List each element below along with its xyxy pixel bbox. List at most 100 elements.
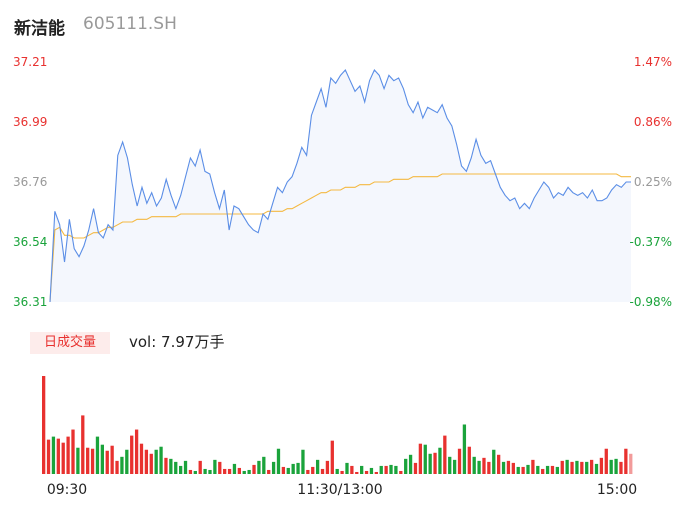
volume-bar (311, 466, 315, 474)
volume-bar (467, 446, 471, 474)
volume-bar (198, 460, 202, 474)
volume-bar (227, 468, 232, 474)
volume-bar (208, 469, 212, 474)
percent-tick-label: 0.86% (634, 115, 672, 129)
volume-bar (203, 468, 207, 474)
percent-tick-label: -0.37% (630, 235, 672, 249)
volume-bar (531, 459, 535, 474)
volume-bar (242, 470, 246, 474)
volume-bar (452, 459, 457, 474)
volume-bar (213, 459, 217, 474)
volume-bar (506, 460, 511, 474)
volume-bar (614, 458, 618, 474)
volume-bar (501, 461, 506, 474)
volume-bar (159, 446, 163, 474)
volume-bar (364, 470, 369, 474)
volume-bar (154, 449, 158, 474)
volume-bar (423, 444, 427, 474)
volume-tag[interactable]: 日成交量 (30, 332, 110, 354)
volume-bar (252, 464, 256, 474)
volume-bar (340, 470, 344, 474)
volume-bar (545, 465, 550, 474)
volume-bar (134, 429, 139, 474)
volume-bar (306, 469, 310, 474)
price-tick-label: 36.76 (13, 175, 47, 189)
volume-bar (223, 468, 227, 474)
volume-bar (541, 468, 545, 474)
volume-bar (193, 470, 197, 474)
volume-bar (526, 464, 530, 474)
volume-bar (110, 445, 114, 474)
average-price-line (49, 173, 631, 303)
volume-bar (428, 453, 432, 474)
volume-bar (42, 376, 46, 474)
volume-bar (144, 449, 149, 474)
volume-bar (130, 435, 134, 474)
price-area (50, 70, 631, 302)
volume-bar (66, 436, 70, 474)
volume-bar (619, 461, 623, 474)
volume-bar (497, 454, 501, 474)
volume-bar (580, 461, 584, 474)
volume-bar (418, 443, 423, 474)
stock-code: 605111.SH (83, 14, 177, 34)
volume-bar (183, 460, 188, 474)
time-axis-label: 09:30 (47, 482, 87, 498)
price-panel (49, 69, 631, 303)
volume-bar (267, 469, 271, 474)
volume-bar (589, 459, 594, 474)
volume-bar (271, 461, 276, 474)
volume-bar (81, 415, 85, 474)
volume-bar (247, 469, 251, 474)
volume-bar (257, 460, 261, 474)
price-tick-label: 36.99 (13, 115, 47, 129)
volume-bar (433, 452, 437, 474)
volume-bar (100, 444, 104, 474)
axis-labels: 37.21 36.99 36.76 36.54 36.31 1.47% 0.86% 0.25%… (13, 55, 672, 498)
volume-bar (379, 465, 383, 474)
volume-bar (624, 448, 628, 474)
volume-bar (296, 462, 300, 474)
volume-bar (492, 449, 496, 474)
volume-bar (125, 449, 129, 474)
volume-bar (237, 467, 241, 474)
volume-bar (350, 465, 354, 474)
volume-bar (438, 447, 442, 474)
volume-bar (404, 458, 408, 474)
volume-bar (521, 466, 525, 474)
volume-bar (218, 461, 222, 474)
volume-bar (95, 436, 100, 474)
volume-bar (330, 440, 334, 474)
volume-bar (105, 450, 109, 474)
volume-bar (61, 442, 65, 474)
volume-bar (291, 463, 295, 474)
volume-bar (360, 465, 364, 474)
volume-bar (599, 457, 604, 474)
volume-bar (374, 471, 378, 474)
volume-bar (482, 457, 486, 474)
volume-bar (120, 456, 124, 474)
volume-bar (511, 462, 515, 474)
volume-bar (550, 465, 555, 474)
volume-bar (86, 447, 90, 474)
volume-panel (42, 376, 633, 474)
volume-bar (594, 463, 599, 474)
volume-bar (164, 457, 168, 474)
volume-bar (399, 470, 403, 474)
percent-tick-label: 0.25% (634, 175, 672, 189)
volume-bar (51, 436, 56, 474)
time-axis-label: 15:00 (597, 482, 637, 498)
volume-bar (76, 447, 80, 474)
volume-bar (232, 463, 237, 474)
volume-bar (408, 454, 413, 474)
volume-bar (443, 435, 447, 474)
volume-bar (394, 465, 398, 474)
volume-bar (462, 424, 467, 474)
volume-bar (604, 448, 608, 474)
volume-bar (487, 461, 491, 474)
volume-bar (325, 460, 330, 474)
volume-bar (115, 460, 119, 474)
volume-bar (90, 448, 95, 474)
volume-bar (570, 461, 574, 474)
